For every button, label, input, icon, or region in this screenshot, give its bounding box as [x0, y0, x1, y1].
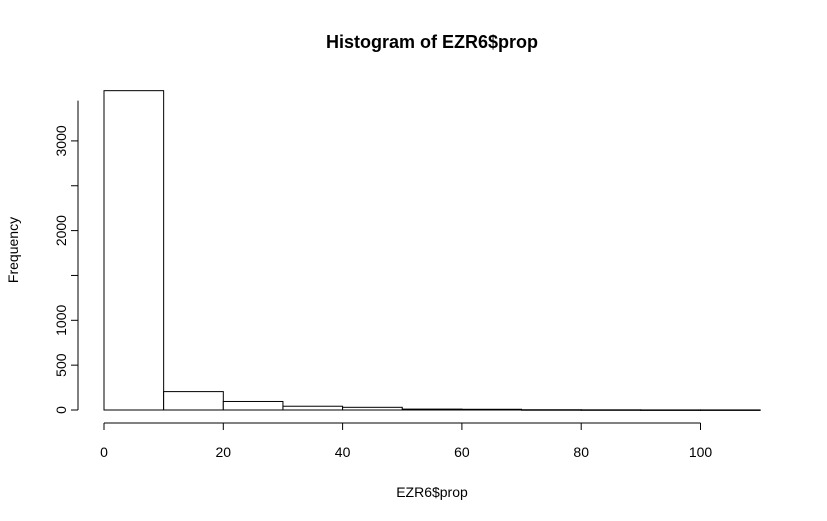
histogram-bar-5 — [401, 408, 463, 411]
histogram-bar-4 — [342, 406, 403, 411]
y-tick-label-2: 1000 — [53, 305, 69, 336]
chart-title: Histogram of EZR6$prop — [326, 32, 538, 52]
histogram-bar-9 — [640, 409, 701, 411]
x-axis-label: EZR6$prop — [396, 484, 468, 500]
y-tick-label-4: 3000 — [53, 125, 69, 156]
histogram-bar-8 — [580, 409, 642, 411]
histogram-bar-1 — [163, 391, 224, 411]
histogram-bar-10 — [700, 409, 761, 411]
histogram-bar-3 — [282, 405, 344, 411]
x-tick-label-5: 100 — [689, 444, 713, 460]
y-tick-label-1: 500 — [53, 353, 69, 377]
histogram-bar-6 — [461, 408, 523, 411]
histogram-bar-7 — [521, 409, 582, 411]
bars-group — [103, 90, 761, 411]
y-axis-label: Frequency — [5, 217, 21, 283]
x-tick-label-2: 40 — [335, 444, 351, 460]
histogram-bar-0 — [103, 90, 165, 411]
x-tick-label-0: 0 — [100, 444, 108, 460]
x-tick-label-4: 80 — [573, 444, 589, 460]
x-axis: 0 20 40 60 80 100 — [100, 422, 713, 460]
x-tick-label-1: 20 — [216, 444, 232, 460]
histogram-bar-2 — [222, 400, 284, 411]
x-tick-label-3: 60 — [454, 444, 470, 460]
y-tick-label-0: 0 — [53, 406, 69, 414]
y-axis: 0 500 1000 2000 3000 — [53, 100, 79, 414]
y-tick-label-3: 2000 — [53, 215, 69, 246]
